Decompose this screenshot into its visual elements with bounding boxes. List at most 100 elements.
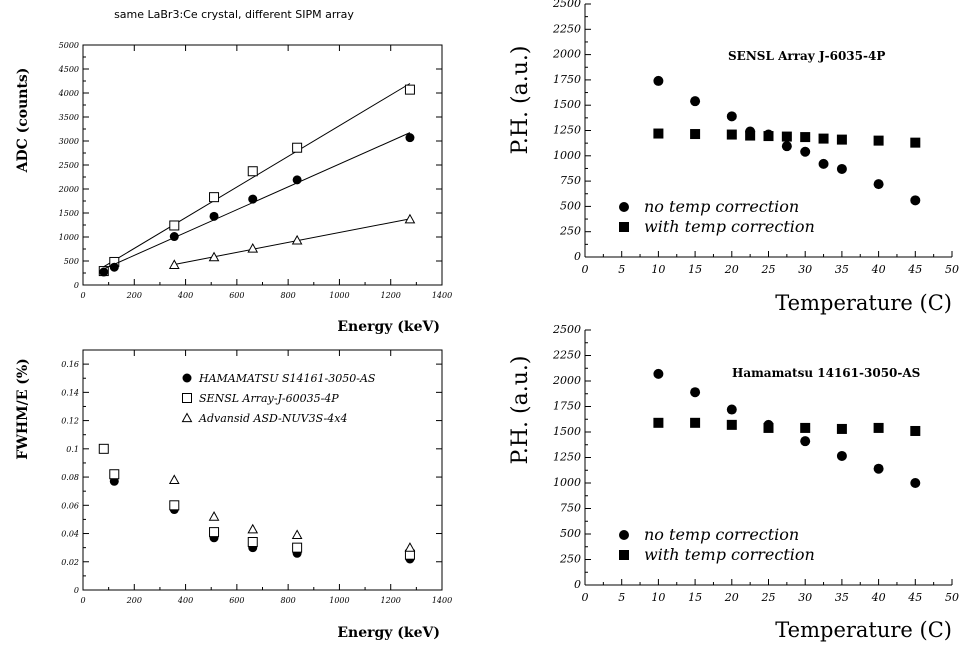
- y-tick-label: 500: [560, 527, 581, 540]
- data-point: [873, 179, 884, 190]
- x-tick-label: 0: [582, 263, 589, 276]
- data-point: [818, 133, 829, 144]
- y-tick-label: 2500: [552, 0, 581, 10]
- y-tick-label: 1250: [553, 124, 581, 137]
- x-tick-label: 45: [907, 263, 922, 276]
- data-point: [873, 463, 884, 474]
- data-point: [209, 527, 220, 538]
- y-tick-label: 0.1: [66, 445, 79, 454]
- x-tick-label: 1400: [432, 291, 452, 300]
- y-tick-label: 0.02: [61, 558, 79, 567]
- data-point: [109, 469, 120, 480]
- data-point: [208, 251, 220, 262]
- series-0: [98, 83, 415, 277]
- y-tick-label: 0.08: [61, 473, 79, 482]
- legend-label: HAMAMATSU S14161-3050-AS: [198, 372, 376, 385]
- y-tick-label: 2250: [552, 349, 581, 362]
- y-tick-label: 0: [574, 250, 581, 263]
- y-tick-label: 1000: [59, 233, 79, 242]
- x-tick-label: 0: [582, 591, 589, 604]
- data-point: [800, 422, 811, 433]
- x-tick-label: 800: [281, 596, 296, 605]
- legend-marker: [182, 373, 192, 383]
- series-2: [168, 474, 416, 552]
- x-tick-label: 25: [761, 263, 776, 276]
- y-tick-label: 4500: [58, 65, 79, 74]
- data-point: [910, 195, 921, 206]
- y-tick-label: 2000: [58, 185, 79, 194]
- series-1: [99, 132, 415, 277]
- x-tick-label: 35: [835, 263, 849, 276]
- data-point: [800, 436, 811, 447]
- y-tick-label: 0.04: [61, 530, 79, 539]
- data-point: [248, 194, 258, 204]
- x-tick-label: 40: [871, 591, 886, 604]
- y-tick-label: 1250: [553, 451, 581, 464]
- x-tick-label: 50: [945, 591, 959, 604]
- chart-hamamatsu_temp: 0 250 500 750 1000 1250 1500 1750 2000 2250 2500 0 5…: [508, 323, 959, 642]
- data-point: [726, 111, 737, 122]
- x-tick-label: 45: [907, 591, 922, 604]
- data-point: [168, 259, 180, 269]
- series-2: [168, 213, 416, 269]
- x-tick-label: 1000: [329, 596, 349, 605]
- data-point: [873, 422, 884, 433]
- data-point: [292, 142, 303, 153]
- x-tick-label: 1000: [329, 291, 349, 300]
- legend-label: no temp correction: [644, 197, 799, 216]
- data-point: [836, 450, 847, 461]
- data-point: [745, 130, 756, 141]
- data-point: [653, 128, 664, 139]
- x-tick-label: 600: [229, 596, 244, 605]
- y-tick-label: 2500: [552, 323, 581, 336]
- y-tick-label: 1500: [553, 425, 581, 438]
- y-tick-label: 1750: [553, 73, 581, 86]
- y-tick-label: 3000: [59, 137, 79, 146]
- x-tick-label: 400: [177, 596, 193, 605]
- y-axis-title: P.H. (a.u.): [508, 46, 533, 155]
- x-axis-title: Energy (keV): [337, 625, 440, 641]
- legend-marker: [619, 550, 629, 560]
- y-axis-title: P.H. (a.u.): [508, 356, 533, 465]
- data-point: [247, 537, 258, 547]
- data-point: [690, 129, 701, 140]
- y-tick-label: 250: [559, 225, 581, 238]
- legend-label: SENSL Array-J-60035-4P: [199, 392, 339, 405]
- y-tick-label: 2000: [552, 374, 581, 387]
- y-tick-label: 2250: [552, 22, 581, 35]
- x-tick-label: 50: [945, 263, 959, 276]
- data-point: [873, 135, 884, 146]
- y-tick-label: 4000: [58, 89, 79, 98]
- data-point: [781, 141, 792, 152]
- y-tick-label: 1500: [59, 209, 79, 218]
- x-tick-label: 15: [688, 591, 702, 604]
- data-point: [98, 443, 109, 454]
- x-tick-label: 200: [126, 596, 142, 605]
- y-tick-label: 250: [559, 553, 581, 566]
- legend-marker: [619, 222, 629, 232]
- chart-adc: 0500100015002000250030003500400045005000…: [15, 8, 452, 335]
- x-tick-label: 25: [761, 591, 776, 604]
- x-axis-title: Temperature (C): [775, 291, 952, 315]
- data-point: [800, 146, 811, 157]
- data-point: [247, 242, 259, 253]
- data-point: [247, 166, 258, 177]
- data-point: [209, 211, 219, 221]
- y-tick-label: 1500: [553, 98, 581, 111]
- legend-marker: [181, 412, 193, 423]
- y-tick-label: 0: [74, 281, 79, 290]
- x-tick-label: 5: [618, 591, 625, 604]
- data-point: [169, 232, 179, 242]
- x-tick-label: 35: [835, 591, 849, 604]
- x-tick-label: 10: [651, 591, 665, 604]
- data-point: [109, 262, 119, 272]
- plot-frame: [82, 44, 443, 286]
- x-tick-label: 1400: [432, 596, 452, 605]
- chart-title: SENSL Array J-6035-4P: [728, 49, 885, 63]
- series-1: [98, 443, 415, 560]
- x-tick-label: 10: [651, 263, 665, 276]
- y-tick-label: 2000: [552, 48, 581, 61]
- data-point: [653, 75, 664, 86]
- data-point: [99, 267, 109, 277]
- y-tick-label: 0.06: [61, 501, 79, 510]
